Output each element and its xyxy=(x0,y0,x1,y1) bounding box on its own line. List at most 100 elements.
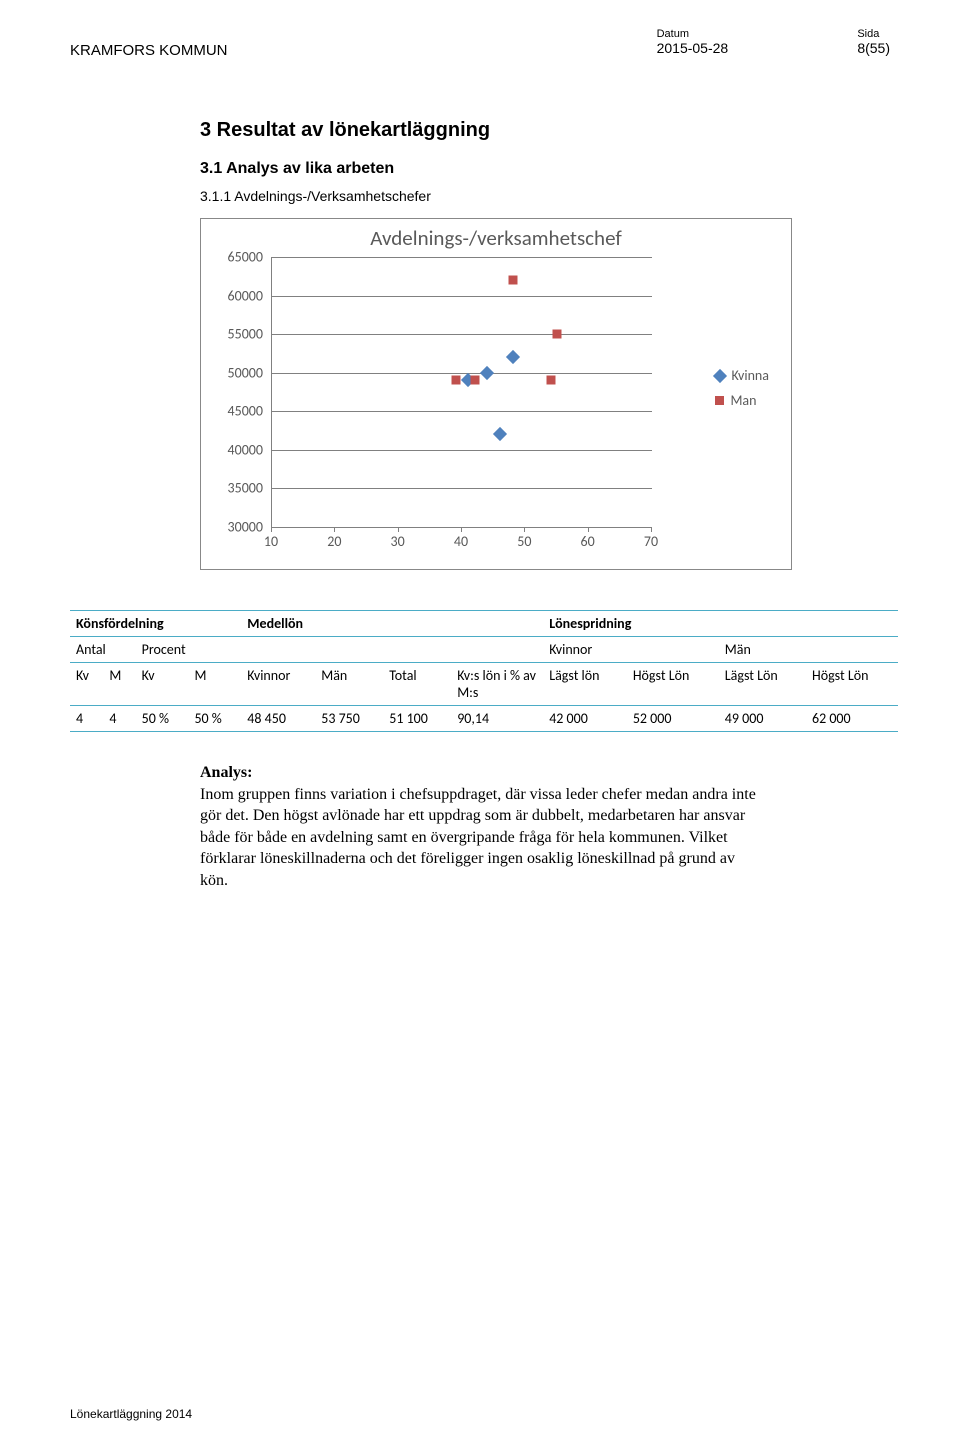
section-title: 3 Resultat av lönekartläggning xyxy=(200,119,880,142)
table-header-row-1: Könsfördelning Medellön Lönespridning xyxy=(70,611,898,637)
footer-text: Lönekartläggning 2014 xyxy=(70,1407,192,1421)
legend-man-label: Man xyxy=(730,392,756,409)
datum-value: 2015-05-28 xyxy=(657,40,729,56)
th-medellon: Medellön xyxy=(241,611,543,637)
th-lagst2: Lägst Lön xyxy=(719,663,806,706)
td-hogst1: 52 000 xyxy=(627,706,719,732)
table-data-row: 4 4 50 % 50 % 48 450 53 750 51 100 90,14… xyxy=(70,706,898,732)
td-lagst1: 42 000 xyxy=(543,706,627,732)
diamond-icon xyxy=(713,368,727,382)
table-header-row-3: Kv M Kv M Kvinnor Män Total Kv:s lön i %… xyxy=(70,663,898,706)
legend-kvinna: Kvinna xyxy=(715,367,769,384)
page: KRAMFORS KOMMUN Datum 2015-05-28 Sida 8(… xyxy=(0,0,960,1449)
gridline xyxy=(272,450,652,451)
data-table: Könsfördelning Medellön Lönespridning An… xyxy=(70,610,898,732)
th-m2: M xyxy=(188,663,241,706)
sida-label: Sida xyxy=(857,28,890,40)
chart-legend: Kvinna Man xyxy=(715,367,769,417)
x-tick-mark xyxy=(334,527,335,532)
x-tick-mark xyxy=(398,527,399,532)
x-tick-mark xyxy=(651,527,652,532)
gridline xyxy=(272,334,652,335)
data-point-kvinna xyxy=(480,366,494,380)
subsection-title: 3.1 Analys av lika arbeten xyxy=(200,160,880,178)
content: 3 Resultat av lönekartläggning 3.1 Analy… xyxy=(200,119,880,892)
data-point-man xyxy=(553,330,562,339)
th-kvinnor-col: Kvinnor xyxy=(241,663,315,706)
x-tick-label: 50 xyxy=(517,533,531,550)
td-kvs: 90,14 xyxy=(451,706,543,732)
plot-area xyxy=(271,257,652,528)
x-tick-label: 70 xyxy=(644,533,658,550)
data-point-man xyxy=(546,376,555,385)
td-kvinnor: 48 450 xyxy=(241,706,315,732)
td-m2: 50 % xyxy=(188,706,241,732)
th-hogst2: Högst Lön xyxy=(806,663,898,706)
x-tick-label: 60 xyxy=(581,533,595,550)
y-tick-label: 30000 xyxy=(211,519,263,536)
data-point-man xyxy=(508,276,517,285)
td-hogst2: 62 000 xyxy=(806,706,898,732)
analysis-lead: Analys: xyxy=(200,764,252,781)
chart-title: Avdelnings-/verksamhetschef xyxy=(201,219,791,251)
x-tick-label: 40 xyxy=(454,533,468,550)
sida-value: 8(55) xyxy=(857,40,890,56)
y-tick-label: 40000 xyxy=(211,441,263,458)
table-header-row-2: Antal Procent Kvinnor Män xyxy=(70,637,898,663)
th-lonespridning: Lönespridning xyxy=(543,611,898,637)
th-m1: M xyxy=(103,663,135,706)
scatter-chart: Avdelnings-/verksamhetschef 30000 35000 40… xyxy=(200,218,792,570)
th-procent: Procent xyxy=(136,637,242,663)
td-man: 53 750 xyxy=(315,706,383,732)
td-lagst2: 49 000 xyxy=(719,706,806,732)
x-tick-mark xyxy=(588,527,589,532)
x-tick-mark xyxy=(524,527,525,532)
y-tick-label: 60000 xyxy=(211,287,263,304)
y-tick-label: 55000 xyxy=(211,326,263,343)
legend-kvinna-label: Kvinna xyxy=(731,367,769,384)
subsubsection-title: 3.1.1 Avdelnings-/Verksamhetschefer xyxy=(200,188,880,204)
analysis-body: Inom gruppen finns variation i chefsuppd… xyxy=(200,786,756,889)
td-kv1: 4 xyxy=(70,706,103,732)
header-sida-col: Sida 8(55) xyxy=(857,28,890,59)
gridline xyxy=(272,373,652,374)
y-tick-label: 45000 xyxy=(211,403,263,420)
y-tick-label: 35000 xyxy=(211,480,263,497)
td-total: 51 100 xyxy=(383,706,451,732)
data-point-kvinna xyxy=(493,427,507,441)
gridline xyxy=(272,488,652,489)
th-hogst1: Högst Lön xyxy=(627,663,719,706)
th-man-col: Män xyxy=(315,663,383,706)
page-header: KRAMFORS KOMMUN Datum 2015-05-28 Sida 8(… xyxy=(70,28,890,59)
th-kv1: Kv xyxy=(70,663,103,706)
th-kvs: Kv:s lön i % av M:s xyxy=(451,663,543,706)
header-org-col: KRAMFORS KOMMUN xyxy=(70,28,228,59)
chart-body: 3000035000400004500050000550006000065000… xyxy=(201,257,791,569)
x-tick-label: 20 xyxy=(327,533,341,550)
data-point-man xyxy=(470,376,479,385)
th-lagst1: Lägst lön xyxy=(543,663,627,706)
th-antal: Antal xyxy=(70,637,136,663)
th-total: Total xyxy=(383,663,451,706)
th-konsfordelning: Könsfördelning xyxy=(70,611,241,637)
gridline xyxy=(272,411,652,412)
data-point-kvinna xyxy=(506,350,520,364)
x-tick-label: 10 xyxy=(264,533,278,550)
x-tick-label: 30 xyxy=(391,533,405,550)
td-kv2: 50 % xyxy=(136,706,189,732)
x-tick-mark xyxy=(461,527,462,532)
x-tick-mark xyxy=(271,527,272,532)
th-kv2: Kv xyxy=(136,663,189,706)
analysis-block: Analys: Inom gruppen finns variation i c… xyxy=(200,762,760,892)
td-m1: 4 xyxy=(103,706,135,732)
header-datum-col: Datum 2015-05-28 xyxy=(657,28,729,59)
org-name: KRAMFORS KOMMUN xyxy=(70,42,228,59)
gridline xyxy=(272,257,652,258)
legend-man: Man xyxy=(715,392,769,409)
gridline xyxy=(272,296,652,297)
data-point-man xyxy=(451,376,460,385)
y-tick-label: 50000 xyxy=(211,364,263,381)
th-kvinnor: Kvinnor xyxy=(543,637,719,663)
square-icon xyxy=(715,396,724,405)
th-man: Män xyxy=(719,637,898,663)
